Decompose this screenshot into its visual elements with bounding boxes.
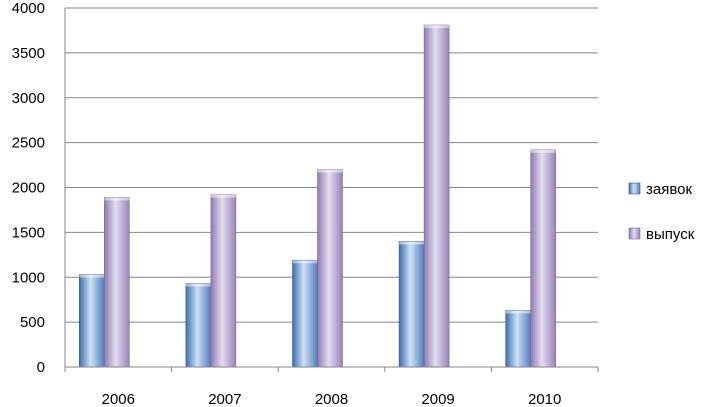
- bar-cap: [104, 197, 130, 201]
- y-tick-label: 0: [37, 359, 45, 376]
- bar-заявок-2010: [505, 310, 532, 368]
- bar-cap: [185, 283, 211, 287]
- y-tick-label: 2500: [12, 135, 45, 152]
- legend-swatch-заявок: [628, 182, 641, 195]
- bar-заявок-2009: [398, 241, 425, 368]
- y-tick-labels: 0 500 1000 1500 2000 2500 3000 3500 4000: [12, 0, 45, 376]
- bar-cap: [210, 194, 236, 198]
- axes: [64, 8, 599, 372]
- bar-cap: [292, 260, 318, 264]
- legend: заявок выпуск: [628, 181, 695, 243]
- x-category-label: 2009: [421, 391, 454, 407]
- legend-label-выпуск: выпуск: [646, 226, 695, 243]
- bar-cap: [505, 310, 531, 314]
- legend-label-заявок: заявок: [646, 181, 692, 198]
- bar-cap: [79, 274, 105, 278]
- x-category-label: 2008: [315, 391, 348, 407]
- x-category-label: 2007: [208, 391, 241, 407]
- bar-заявок-2007: [185, 283, 212, 368]
- y-tick-label: 1500: [12, 224, 45, 241]
- bar-cap: [530, 149, 556, 153]
- bar-cap: [399, 241, 425, 245]
- y-tick-label: 3500: [12, 45, 45, 62]
- y-tick-label: 500: [20, 314, 45, 331]
- x-category-label: 2010: [528, 391, 561, 407]
- x-category-labels: 2006 2007 2008 2009 2010: [102, 391, 562, 407]
- bar-заявок-2008: [292, 259, 318, 368]
- bar-заявок-2006: [79, 274, 105, 368]
- bars: [79, 24, 557, 368]
- bar-cap: [317, 169, 343, 173]
- legend-swatch-выпуск: [628, 227, 641, 240]
- bar-выпуск-2008: [317, 169, 343, 368]
- bar-выпуск-2009: [423, 24, 450, 368]
- bar-выпуск-2010: [530, 149, 557, 368]
- y-tick-label: 1000: [12, 269, 45, 286]
- x-category-label: 2006: [102, 391, 135, 407]
- bar-выпуск-2006: [104, 197, 130, 368]
- y-tick-label: 3000: [12, 90, 45, 107]
- y-tick-label: 4000: [12, 0, 45, 17]
- bar-cap: [424, 25, 450, 29]
- bar-выпуск-2007: [210, 194, 237, 368]
- y-tick-label: 2000: [12, 180, 45, 197]
